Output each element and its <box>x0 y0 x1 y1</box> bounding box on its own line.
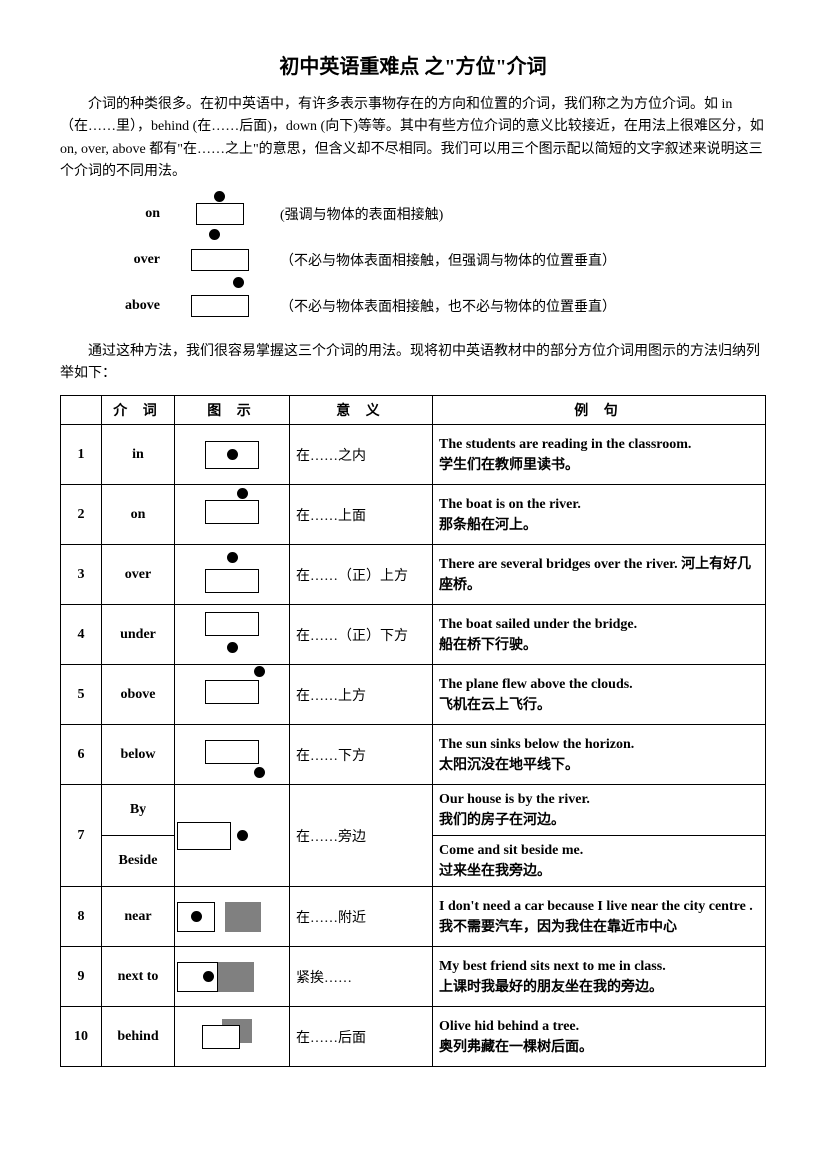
table-header: 介 词 图 示 意 义 例 句 <box>61 396 766 425</box>
fig-over-cell <box>175 545 290 605</box>
row-meaning: 紧挨…… <box>290 947 433 1007</box>
row-meaning: 在……之内 <box>290 425 433 485</box>
table-row: 9 next to 紧挨…… My best friend sits next … <box>61 947 766 1007</box>
header-blank <box>61 396 102 425</box>
row-example: There are several bridges over the river… <box>433 545 766 605</box>
row-meaning: 在……（正）上方 <box>290 545 433 605</box>
fig-under-cell <box>175 605 290 665</box>
row-num: 2 <box>61 485 102 545</box>
row-word: near <box>102 887 175 947</box>
row-num: 1 <box>61 425 102 485</box>
row-word: on <box>102 485 175 545</box>
row-meaning: 在……附近 <box>290 887 433 947</box>
row-num: 8 <box>61 887 102 947</box>
row-num: 9 <box>61 947 102 1007</box>
row-word: in <box>102 425 175 485</box>
desc-on: (强调与物体的表面相接触) <box>280 204 443 224</box>
label-over: over <box>110 252 160 268</box>
row-example: The boat is on the river.那条船在河上。 <box>433 485 766 545</box>
row-num: 6 <box>61 725 102 785</box>
page-title: 初中英语重难点 之"方位"介词 <box>60 50 766 79</box>
table-row: 2 on 在……上面 The boat is on the river.那条船在… <box>61 485 766 545</box>
diagram-above: above （不必与物体表面相接触，也不必与物体的位置垂直） <box>110 286 766 326</box>
row-word: By <box>102 785 175 836</box>
table-row: 1 in 在……之内 The students are reading in t… <box>61 425 766 485</box>
label-on: on <box>110 206 160 222</box>
row-word: under <box>102 605 175 665</box>
desc-over: （不必与物体表面相接触，但强调与物体的位置垂直） <box>280 250 616 270</box>
row-meaning: 在……上方 <box>290 665 433 725</box>
row-example: Our house is by the river.我们的房子在河边。 <box>433 785 766 836</box>
row-word: behind <box>102 1007 175 1067</box>
diagram-on: on (强调与物体的表面相接触) <box>110 194 766 234</box>
row-example: Come and sit beside me.过来坐在我旁边。 <box>433 836 766 887</box>
top-diagrams: on (强调与物体的表面相接触) over （不必与物体表面相接触，但强调与物体… <box>110 194 766 326</box>
table-row: 7 By 在……旁边 Our house is by the river.我们的… <box>61 785 766 836</box>
row-num: 7 <box>61 785 102 887</box>
header-word: 介 词 <box>102 396 175 425</box>
row-meaning: 在……下方 <box>290 725 433 785</box>
row-example: The sun sinks below the horizon.太阳沉没在地平线… <box>433 725 766 785</box>
row-word: next to <box>102 947 175 1007</box>
paragraph-2: 通过这种方法，我们很容易掌握这三个介词的用法。现将初中英语教材中的部分方位介词用… <box>60 341 766 386</box>
header-example: 例 句 <box>433 396 766 425</box>
row-example: My best friend sits next to me in class.… <box>433 947 766 1007</box>
row-word: obove <box>102 665 175 725</box>
row-num: 4 <box>61 605 102 665</box>
row-meaning: 在……后面 <box>290 1007 433 1067</box>
row-word: over <box>102 545 175 605</box>
row-example: I don't need a car because I live near t… <box>433 887 766 947</box>
fig-behind-cell <box>175 1007 290 1067</box>
row-num: 10 <box>61 1007 102 1067</box>
row-example: The plane flew above the clouds.飞机在云上飞行。 <box>433 665 766 725</box>
fig-nextto-cell <box>175 947 290 1007</box>
fig-below-cell <box>175 725 290 785</box>
fig-on-cell <box>175 485 290 545</box>
header-meaning: 意 义 <box>290 396 433 425</box>
fig-in <box>175 425 290 485</box>
header-fig: 图 示 <box>175 396 290 425</box>
table-row: 10 behind 在……后面 Olive hid behind a tree.… <box>61 1007 766 1067</box>
preposition-table: 介 词 图 示 意 义 例 句 1 in 在……之内 The students … <box>60 395 766 1067</box>
row-meaning: 在……（正）下方 <box>290 605 433 665</box>
desc-above: （不必与物体表面相接触，也不必与物体的位置垂直） <box>280 296 616 316</box>
fig-above <box>175 295 265 317</box>
label-above: above <box>110 298 160 314</box>
row-meaning: 在……旁边 <box>290 785 433 887</box>
table-row: 6 below 在……下方 The sun sinks below the ho… <box>61 725 766 785</box>
row-word: Beside <box>102 836 175 887</box>
fig-above-cell <box>175 665 290 725</box>
intro-paragraph: 介词的种类很多。在初中英语中，有许多表示事物存在的方向和位置的介词，我们称之为方… <box>60 94 766 184</box>
table-row: 5 obove 在……上方 The plane flew above the c… <box>61 665 766 725</box>
table-row: 8 near 在……附近 I don't need a car because … <box>61 887 766 947</box>
row-word: below <box>102 725 175 785</box>
row-example: Olive hid behind a tree.奥列弗藏在一棵树后面。 <box>433 1007 766 1067</box>
row-meaning: 在……上面 <box>290 485 433 545</box>
fig-by-cell <box>175 785 290 887</box>
table-row: 4 under 在……（正）下方 The boat sailed under t… <box>61 605 766 665</box>
row-example: The students are reading in the classroo… <box>433 425 766 485</box>
fig-over <box>175 249 265 271</box>
row-example: The boat sailed under the bridge.船在桥下行驶。 <box>433 605 766 665</box>
diagram-over: over （不必与物体表面相接触，但强调与物体的位置垂直） <box>110 240 766 280</box>
fig-on <box>175 203 265 225</box>
row-num: 3 <box>61 545 102 605</box>
row-num: 5 <box>61 665 102 725</box>
table-row: 3 over 在……（正）上方 There are several bridge… <box>61 545 766 605</box>
fig-near-cell <box>175 887 290 947</box>
